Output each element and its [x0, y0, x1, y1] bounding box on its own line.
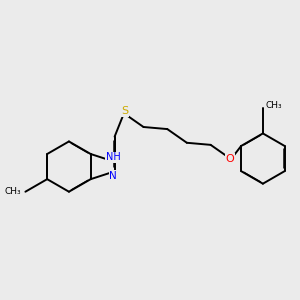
Text: O: O: [226, 154, 235, 164]
Text: N: N: [110, 171, 117, 181]
Text: CH₃: CH₃: [266, 101, 282, 110]
Text: CH₃: CH₃: [4, 187, 21, 196]
Text: NH: NH: [106, 152, 121, 162]
Text: S: S: [122, 106, 129, 116]
